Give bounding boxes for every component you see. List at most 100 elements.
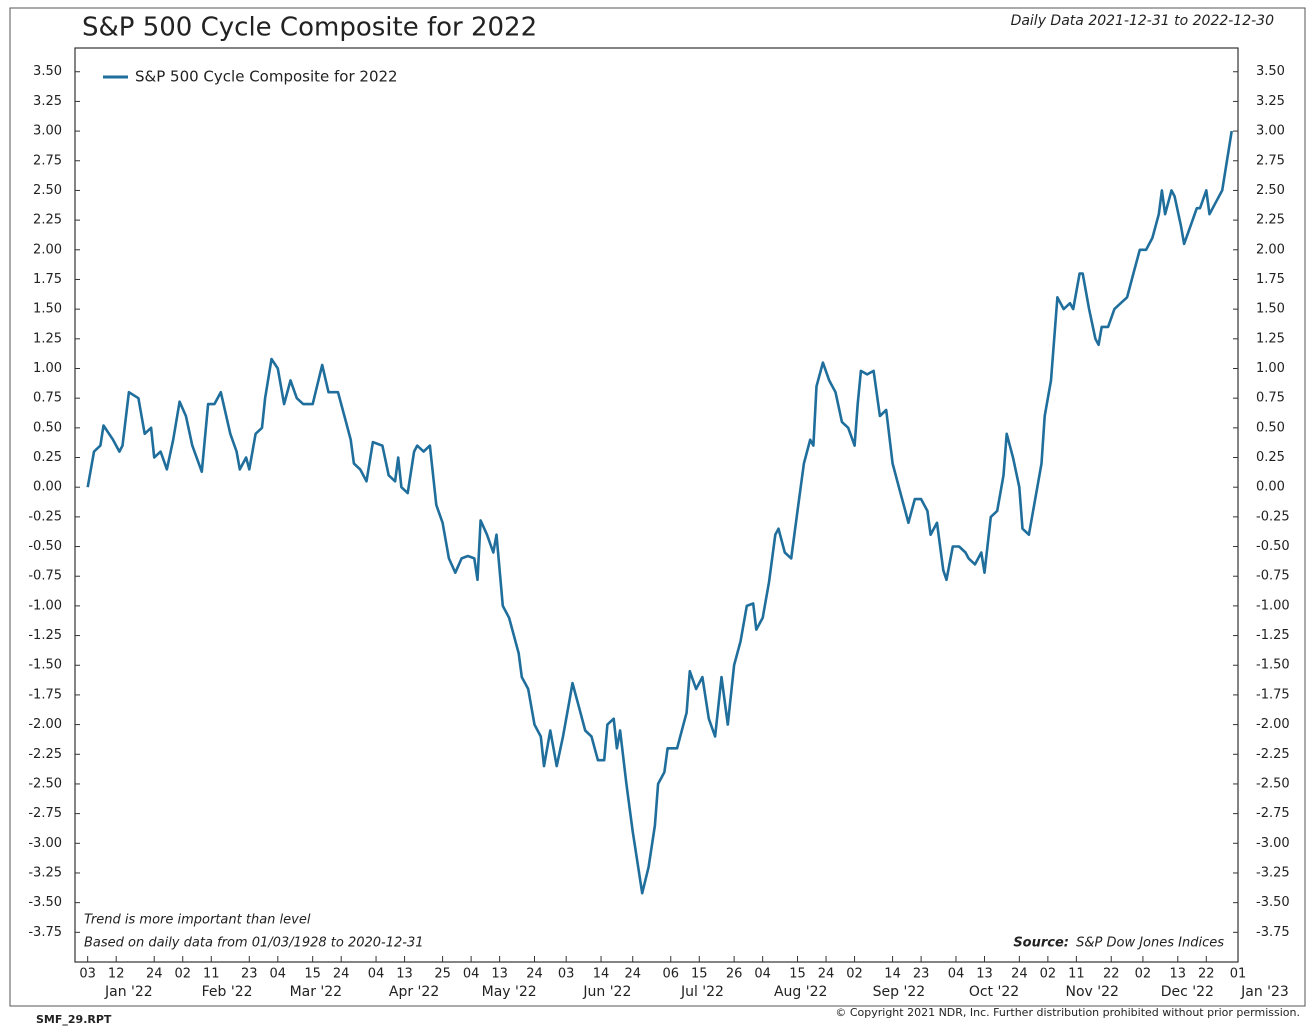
y-tick-label: 2.25 — [33, 213, 62, 228]
y-tick-label: 1.00 — [33, 361, 62, 376]
x-tick-label: 02 — [1135, 967, 1152, 982]
series-line — [86, 130, 1233, 895]
y-tick-label: 2.75 — [33, 153, 62, 168]
x-tick-label: 13 — [976, 967, 993, 982]
y-tick-label: -1.50 — [28, 658, 62, 673]
x-tick-label: 04 — [754, 967, 771, 982]
x-tick-label: 15 — [691, 967, 708, 982]
x-tick-label: 13 — [1170, 967, 1187, 982]
chart-subtitle: Daily Data 2021-12-31 to 2022-12-30 — [1011, 13, 1275, 29]
month-label: Oct '22 — [969, 984, 1019, 1000]
y-tick-label: -1.00 — [28, 598, 62, 613]
y-tick-label-right: -1.25 — [1256, 628, 1290, 643]
y-tick-label: 0.75 — [33, 391, 62, 406]
note: Based on daily data from 01/03/1928 to 2… — [84, 936, 424, 951]
legend-label: S&P 500 Cycle Composite for 2022 — [135, 68, 398, 86]
x-tick-label: 22 — [1103, 967, 1120, 982]
y-tick-label-right: 2.25 — [1256, 213, 1285, 228]
x-tick-label: 03 — [558, 967, 575, 982]
x-tick-label: 23 — [241, 967, 258, 982]
x-tick-label: 15 — [789, 967, 806, 982]
x-tick-label: 23 — [913, 967, 930, 982]
x-tick-label: 04 — [463, 967, 480, 982]
y-tick-label-right: -2.50 — [1256, 776, 1290, 791]
month-label: Jan '22 — [104, 984, 153, 1000]
month-label: Apr '22 — [389, 984, 439, 1000]
x-tick-label: 02 — [1040, 967, 1057, 982]
y-tick-label-right: -1.75 — [1256, 687, 1290, 702]
x-tick-label: 24 — [1011, 967, 1028, 982]
x-tick-label: 06 — [662, 967, 679, 982]
x-tick-label: 02 — [846, 967, 863, 982]
x-tick-label: 01 — [1230, 967, 1247, 982]
y-tick-label: -3.25 — [28, 865, 62, 880]
x-tick-label: 14 — [884, 967, 901, 982]
x-tick-label: 13 — [491, 967, 508, 982]
y-tick-label-right: 2.00 — [1256, 242, 1285, 257]
outer-frame — [9, 7, 1306, 1007]
x-tick-label: 11 — [1068, 967, 1085, 982]
report-id: SMF_29.RPT — [36, 1013, 112, 1026]
y-tick-label: -3.00 — [28, 836, 62, 851]
x-tick-label: 22 — [1198, 967, 1215, 982]
y-tick-label-right: 3.00 — [1256, 124, 1285, 139]
x-tick-label: 04 — [948, 967, 965, 982]
month-label: Jan '23 — [1240, 984, 1289, 1000]
y-tick-label-right: 2.75 — [1256, 153, 1285, 168]
y-tick-label-right: 1.25 — [1256, 331, 1285, 346]
x-tick-label: 11 — [203, 967, 220, 982]
y-tick-label-right: -0.25 — [1256, 509, 1290, 524]
month-label: Dec '22 — [1161, 984, 1214, 1000]
y-tick-label: -1.25 — [28, 628, 62, 643]
x-tick-label: 24 — [333, 967, 350, 982]
month-label: May '22 — [482, 984, 537, 1000]
y-tick-label: -2.25 — [28, 747, 62, 762]
x-tick-label: 25 — [434, 967, 451, 982]
x-tick-label: 24 — [146, 967, 163, 982]
y-tick-label-right: 0.25 — [1256, 450, 1285, 465]
month-label: Jun '22 — [582, 984, 631, 1000]
month-label: Jul '22 — [680, 984, 724, 1000]
y-tick-label-right: -1.00 — [1256, 598, 1290, 613]
y-tick-label-right: -1.50 — [1256, 658, 1290, 673]
y-tick-label-right: -3.00 — [1256, 836, 1290, 851]
y-tick-label-right: 3.50 — [1256, 64, 1285, 79]
y-tick-label-right: 0.75 — [1256, 391, 1285, 406]
y-tick-label: 1.50 — [33, 302, 62, 317]
y-tick-label-right: 0.50 — [1256, 420, 1285, 435]
y-tick-label: -2.00 — [28, 717, 62, 732]
x-tick-label: 02 — [174, 967, 191, 982]
y-tick-label-right: -3.75 — [1256, 925, 1290, 940]
month-label: Feb '22 — [202, 984, 253, 1000]
y-tick-label: 3.50 — [33, 64, 62, 79]
y-tick-label: -3.50 — [28, 895, 62, 910]
y-tick-label: 3.25 — [33, 94, 62, 109]
y-tick-label: 0.25 — [33, 450, 62, 465]
y-tick-label-right: -0.50 — [1256, 539, 1290, 554]
y-tick-label-right: 3.25 — [1256, 94, 1285, 109]
y-tick-label: -2.50 — [28, 776, 62, 791]
y-tick-label: 3.00 — [33, 124, 62, 139]
source-label: Source: — [1013, 936, 1069, 951]
y-tick-label-right: 1.00 — [1256, 361, 1285, 376]
month-label: Mar '22 — [290, 984, 343, 1000]
note: Trend is more important than level — [84, 913, 311, 928]
x-tick-label: 24 — [818, 967, 835, 982]
y-tick-label-right: -2.25 — [1256, 747, 1290, 762]
month-label: Aug '22 — [774, 984, 827, 1000]
copyright: © Copyright 2021 NDR, Inc. Further distr… — [835, 1006, 1300, 1019]
y-tick-label-right: -2.00 — [1256, 717, 1290, 732]
y-tick-label: -0.50 — [28, 539, 62, 554]
plot-frame — [74, 47, 1239, 963]
y-tick-label: 2.50 — [33, 183, 62, 198]
y-tick-label-right: 2.50 — [1256, 183, 1285, 198]
y-tick-label-right: -3.50 — [1256, 895, 1290, 910]
x-tick-label: 14 — [593, 967, 610, 982]
y-tick-label-right: 0.00 — [1256, 480, 1285, 495]
source: S&P Dow Jones Indices — [1076, 936, 1224, 951]
y-tick-label: 0.00 — [33, 480, 62, 495]
y-tick-label: -3.75 — [28, 925, 62, 940]
x-tick-label: 03 — [79, 967, 96, 982]
y-tick-label-right: -3.25 — [1256, 865, 1290, 880]
